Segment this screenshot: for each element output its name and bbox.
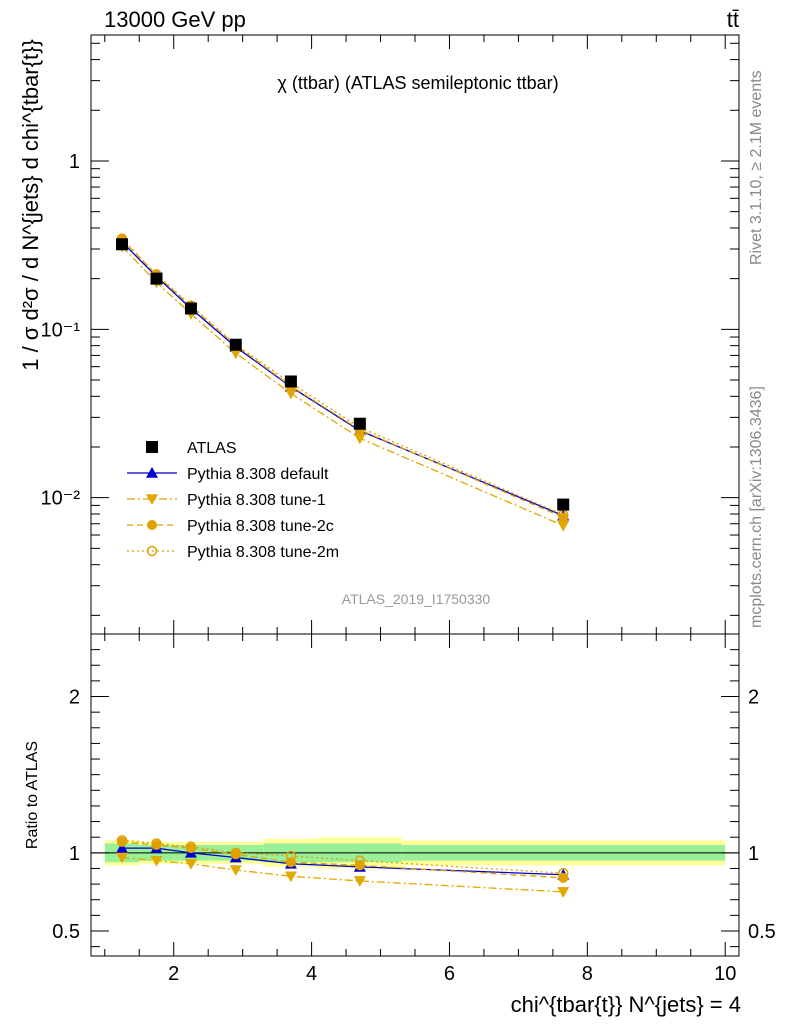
x-tick-label: 2 — [168, 963, 179, 985]
y-tick-label: 10⁻² — [41, 488, 81, 510]
ratio-tick-label: 1 — [748, 843, 759, 865]
legend-label: Pythia 8.308 tune-1 — [187, 492, 326, 509]
legend: ATLAS Pythia 8.308 default Pythia 8.308 tu… — [127, 440, 339, 561]
energy-label: 13000 GeV pp — [104, 7, 246, 32]
y-tick-label: 10⁻¹ — [41, 319, 81, 341]
y-tick-label: 1 — [69, 151, 80, 173]
ratio-point — [557, 887, 569, 898]
ratio-y-axis-label: Ratio to ATLAS — [24, 741, 41, 849]
x-axis-label: chi^{tbar{t}} N^{jets} = 4 — [511, 992, 741, 1017]
data-point — [150, 273, 162, 285]
main-panel: 1 10⁻¹ 10⁻² χ (ttbar) (ATLAS semileptonic … — [18, 35, 739, 634]
site-label: mcplots.cern.ch [arXiv:1306.3436] — [748, 386, 765, 628]
legend-label: Pythia 8.308 default — [187, 466, 329, 483]
legend-marker — [146, 441, 158, 453]
data-point — [116, 238, 128, 250]
y-axis-label: 1 / σ d²σ / d N^{jets} d chi^{tbar{t}} — [18, 39, 43, 371]
ratio-tick-label: 2 — [69, 687, 80, 709]
data-point — [557, 499, 569, 511]
legend-marker — [147, 520, 157, 530]
analysis-id: ATLAS_2019_I1750330 — [342, 591, 491, 607]
series-point — [354, 433, 366, 444]
process-label: tt̄ — [727, 7, 739, 32]
x-tick-label: 4 — [306, 963, 317, 985]
x-tick-label: 8 — [582, 963, 593, 985]
ratio-tick-label: 2 — [748, 687, 759, 709]
legend-label: Pythia 8.308 tune-2m — [187, 544, 339, 561]
ratio-frame — [91, 634, 739, 956]
x-tick-label: 6 — [444, 963, 455, 985]
legend-label: ATLAS — [187, 440, 237, 457]
ratio-point — [285, 871, 297, 882]
ratio-panel: 2 4 6 8 10 0.5 0.5 1 1 2 2 Ratio to ATLAS chi^{tba… — [24, 634, 776, 1017]
data-point — [185, 302, 197, 314]
ratio-axis: 2 4 6 8 10 0.5 0.5 1 1 2 2 — [52, 634, 776, 985]
ratio-marks — [91, 836, 739, 898]
chart-canvas: 13000 GeV pp tt̄ Rivet 3.1.10, ≥ 2.1M ev… — [0, 0, 786, 1024]
ratio-tick-label: 0.5 — [748, 921, 776, 943]
ratio-point — [185, 859, 197, 870]
main-axis: 1 10⁻¹ 10⁻² — [41, 35, 739, 634]
legend-label: Pythia 8.308 tune-2c — [187, 518, 334, 535]
rivet-label: Rivet 3.1.10, ≥ 2.1M events — [748, 70, 765, 265]
data-point — [230, 339, 242, 351]
series-line — [122, 247, 563, 526]
main-marks — [116, 234, 569, 531]
x-tick-label: 10 — [714, 963, 736, 985]
data-point — [285, 375, 297, 387]
data-point — [354, 418, 366, 430]
series-point — [557, 521, 569, 532]
ratio-tick-label: 0.5 — [52, 921, 80, 943]
ratio-tick-label: 1 — [69, 843, 80, 865]
chart-title: χ (ttbar) (ATLAS semileptonic ttbar) — [277, 73, 558, 93]
